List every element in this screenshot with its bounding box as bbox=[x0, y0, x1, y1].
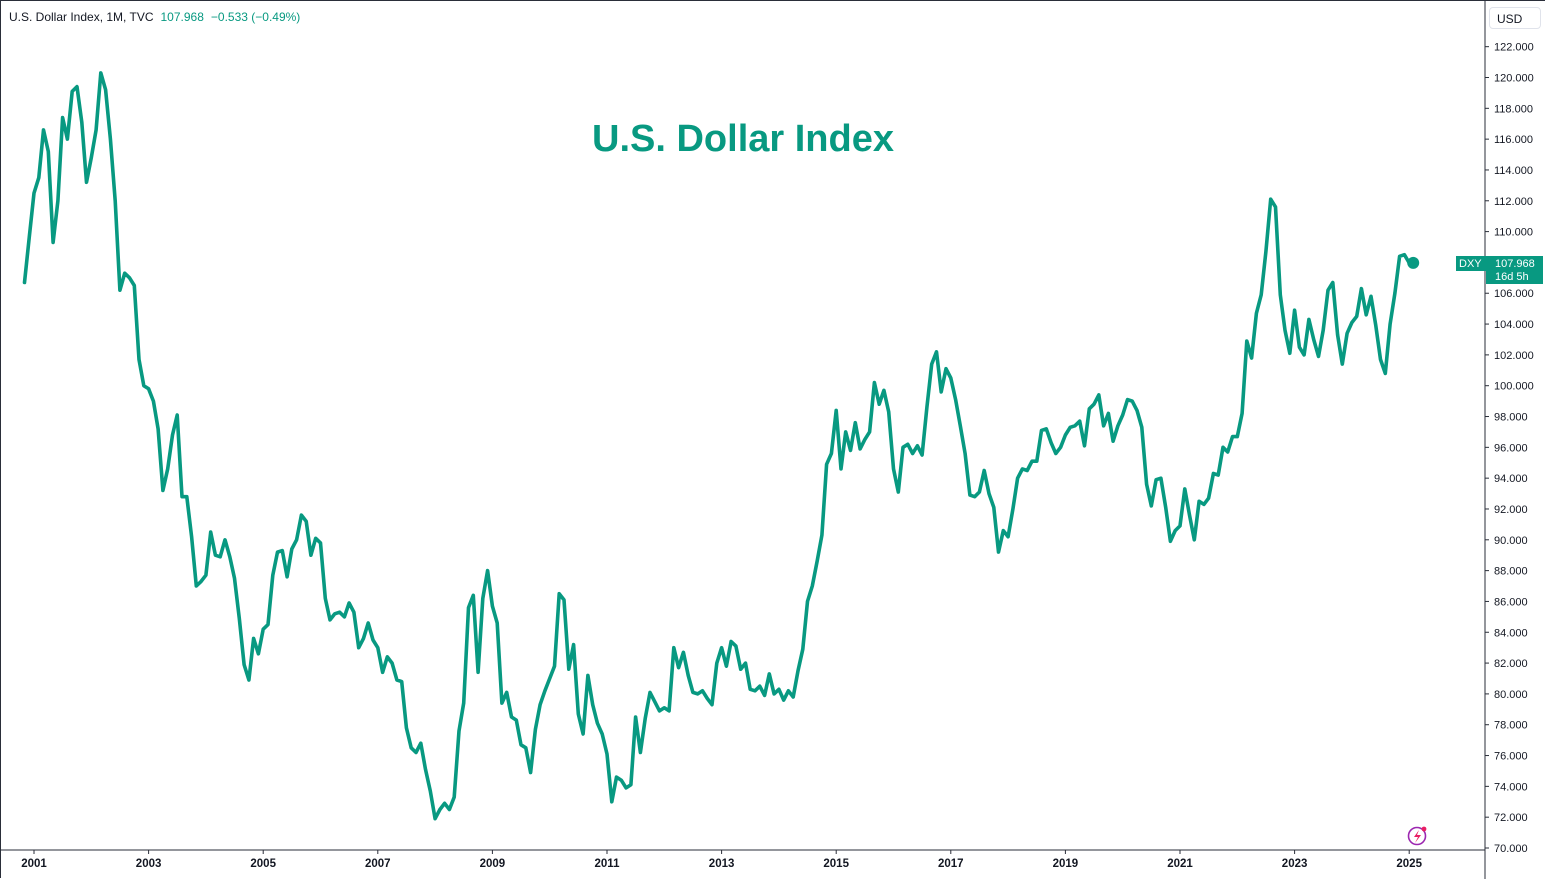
badge-price: 107.968 bbox=[1495, 258, 1535, 270]
time-tick-label: 2013 bbox=[709, 858, 735, 870]
time-axis[interactable]: 2001 2003 2005 2007 2009 2011 2013 2015 2017 2019… bbox=[21, 850, 1423, 870]
price-tick-label: 106.000 bbox=[1494, 288, 1534, 300]
price-tick-label: 118.000 bbox=[1494, 103, 1533, 115]
price-tick-label: 122.000 bbox=[1494, 42, 1534, 54]
price-tick-label: 70.000 bbox=[1494, 843, 1528, 855]
last-price: 107.968 bbox=[160, 10, 204, 24]
price-tick-label: 100.000 bbox=[1494, 381, 1534, 393]
price-tick-label: 76.000 bbox=[1494, 751, 1528, 763]
time-tick-label: 2023 bbox=[1282, 858, 1308, 870]
time-tick-label: 2011 bbox=[595, 858, 621, 870]
currency-button[interactable]: USD bbox=[1489, 7, 1541, 29]
price-tick-label: 74.000 bbox=[1494, 781, 1528, 793]
time-tick-label: 2003 bbox=[136, 858, 162, 870]
price-tick-label: 104.000 bbox=[1494, 319, 1534, 331]
price-tick-label: 114.000 bbox=[1494, 165, 1533, 177]
symbol-label[interactable]: U.S. Dollar Index, 1M, TVC bbox=[9, 10, 154, 24]
price-change: −0.533 (−0.49%) bbox=[210, 10, 301, 24]
price-tick-label: 82.000 bbox=[1494, 658, 1528, 670]
price-tick-label: 88.000 bbox=[1494, 566, 1528, 578]
price-tick-label: 110.000 bbox=[1494, 227, 1533, 239]
price-tick-label: 90.000 bbox=[1494, 535, 1528, 547]
time-tick-label: 2007 bbox=[365, 858, 391, 870]
price-tick-label: 96.000 bbox=[1494, 442, 1528, 454]
price-tick-label: 120.000 bbox=[1494, 73, 1534, 85]
chart-title: U.S. Dollar Index bbox=[592, 118, 894, 160]
badge-countdown: 16d 5h bbox=[1495, 271, 1529, 283]
time-tick-label: 2021 bbox=[1167, 858, 1193, 870]
price-tick-label: 112.000 bbox=[1494, 196, 1533, 208]
time-tick-label: 2001 bbox=[21, 858, 47, 870]
time-tick-label: 2005 bbox=[250, 858, 276, 870]
symbol-legend: U.S. Dollar Index, 1M, TVC 107.968 −0.53… bbox=[9, 10, 300, 24]
price-tick-label: 98.000 bbox=[1494, 412, 1528, 424]
price-badge: DXY 107.968 16d 5h bbox=[1456, 256, 1543, 284]
time-tick-label: 2025 bbox=[1396, 858, 1422, 870]
price-tick-label: 72.000 bbox=[1494, 812, 1528, 824]
price-tick-label: 84.000 bbox=[1494, 627, 1528, 639]
last-price-marker bbox=[1407, 256, 1420, 269]
time-tick-label: 2015 bbox=[823, 858, 849, 870]
price-tick-label: 80.000 bbox=[1494, 689, 1528, 701]
price-tick-label: 86.000 bbox=[1494, 596, 1528, 608]
price-line bbox=[22, 71, 1411, 821]
lightning-bolt-icon[interactable] bbox=[1407, 826, 1427, 846]
price-tick-label: 78.000 bbox=[1494, 720, 1528, 732]
time-tick-label: 2019 bbox=[1053, 858, 1079, 870]
badge-ticker-bg bbox=[1456, 256, 1486, 271]
time-tick-label: 2017 bbox=[938, 858, 964, 870]
badge-price-bg bbox=[1486, 256, 1543, 284]
price-tick-label: 94.000 bbox=[1494, 473, 1528, 485]
badge-ticker: DXY bbox=[1459, 258, 1482, 270]
price-tick-label: 92.000 bbox=[1494, 504, 1528, 516]
price-axis[interactable]: 70.000 72.000 74.000 76.000 78.000 80.000 82.0… bbox=[1485, 42, 1534, 855]
time-tick-label: 2009 bbox=[480, 858, 506, 870]
price-tick-label: 116.000 bbox=[1494, 134, 1533, 146]
price-tick-label: 102.000 bbox=[1494, 350, 1534, 362]
